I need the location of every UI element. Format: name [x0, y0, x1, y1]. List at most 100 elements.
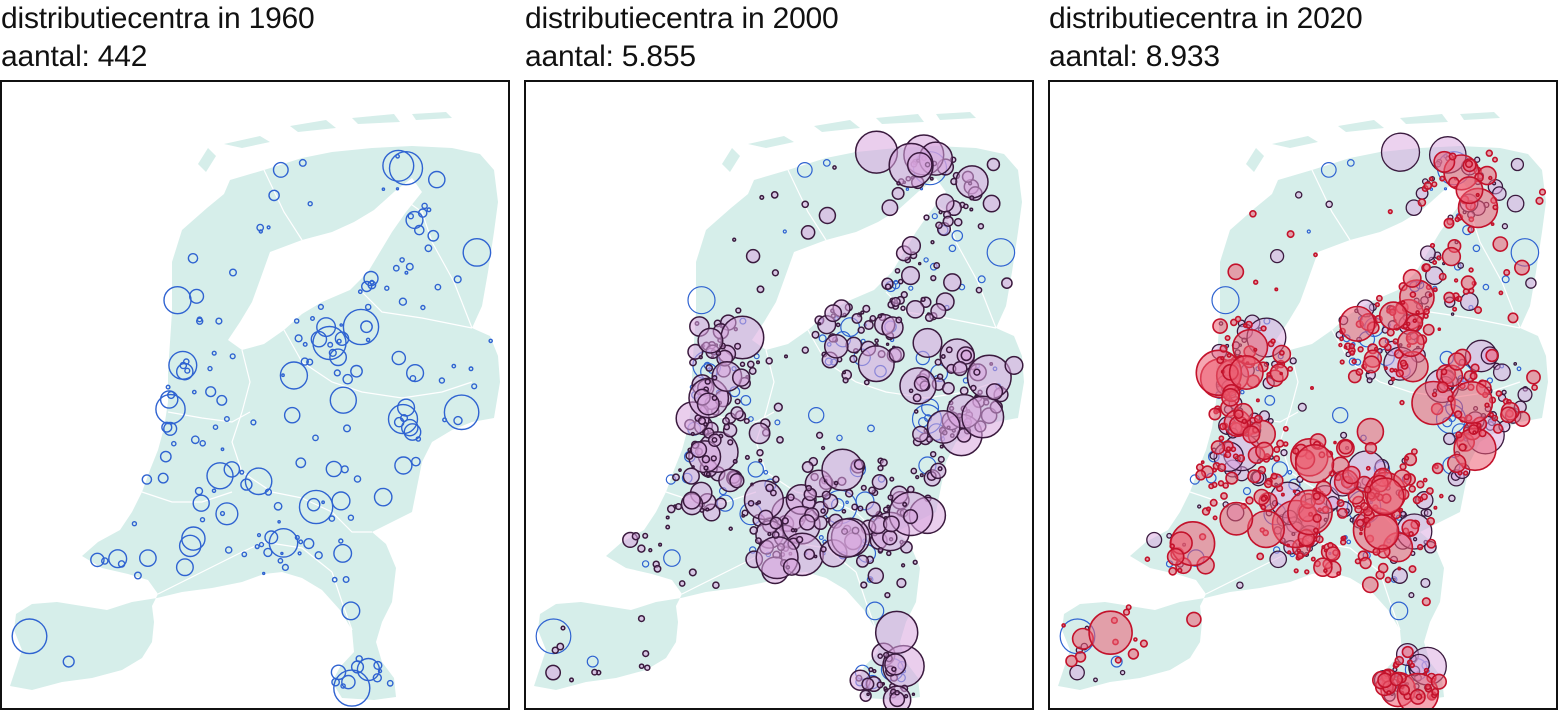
distribution-center-marker [787, 493, 795, 502]
distribution-center-marker [1412, 318, 1418, 323]
distribution-center-marker [1304, 569, 1310, 575]
distribution-center-marker [1491, 414, 1499, 422]
distribution-center-marker [755, 501, 759, 506]
distribution-center-marker [953, 217, 963, 227]
distribution-center-marker [728, 526, 733, 531]
distribution-center-marker [551, 646, 560, 654]
distribution-center-marker [735, 307, 742, 314]
distribution-center-marker [855, 491, 875, 511]
distribution-center-marker [937, 466, 943, 472]
distribution-center-marker [1359, 501, 1369, 511]
distribution-center-marker [1325, 200, 1333, 209]
distribution-center-marker [451, 363, 457, 369]
distribution-center-marker [328, 348, 337, 358]
distribution-center-marker [361, 280, 373, 293]
distribution-center-marker [219, 510, 226, 517]
distribution-center-marker [910, 467, 918, 475]
distribution-center-marker [942, 215, 954, 227]
distribution-center-marker [900, 266, 921, 286]
distribution-center-marker [342, 373, 354, 385]
distribution-center-marker [369, 279, 375, 285]
distribution-center-marker [820, 545, 827, 553]
province-border [263, 169, 303, 241]
distribution-center-marker [977, 222, 985, 230]
distribution-center-marker [1428, 176, 1434, 182]
distribution-center-marker [912, 327, 943, 358]
distribution-center-marker [911, 692, 916, 697]
distribution-center-marker [891, 186, 905, 200]
distribution-center-marker [1359, 556, 1372, 570]
distribution-center-marker [1217, 463, 1227, 473]
distribution-center-marker [1424, 683, 1432, 691]
distribution-center-marker [189, 288, 205, 304]
province-border [141, 491, 233, 503]
distribution-center-marker [391, 350, 407, 366]
distribution-center-marker [1400, 300, 1406, 305]
distribution-center-marker [711, 374, 718, 381]
distribution-center-marker [350, 660, 365, 674]
distribution-center-marker [1458, 443, 1467, 452]
distribution-center-marker [851, 312, 863, 324]
distribution-center-marker [743, 417, 750, 425]
distribution-center-marker [1320, 161, 1337, 178]
distribution-center-marker [333, 543, 353, 563]
distribution-center-marker [280, 551, 284, 556]
distribution-center-marker [1069, 664, 1085, 681]
distribution-center-marker [175, 558, 194, 577]
distribution-center-marker [881, 199, 899, 217]
distribution-center-marker [1315, 535, 1324, 544]
distribution-center-marker [264, 530, 279, 545]
distribution-center-marker [867, 424, 875, 433]
distribution-center-marker [1447, 395, 1455, 403]
distribution-center-marker [896, 577, 907, 589]
distribution-center-marker [1177, 567, 1183, 574]
distribution-center-marker [462, 237, 492, 267]
distribution-center-marker [1384, 576, 1392, 584]
distribution-center-marker [1208, 483, 1215, 490]
distribution-center-marker [1354, 558, 1361, 565]
distribution-center-marker [1236, 454, 1246, 463]
distribution-center-marker [1255, 441, 1274, 461]
distribution-center-marker [273, 501, 283, 511]
distribution-center-marker [1166, 532, 1173, 539]
distribution-center-marker [756, 448, 764, 457]
distribution-center-marker [1225, 446, 1232, 452]
distribution-center-marker [1433, 505, 1438, 510]
distribution-center-marker [1429, 187, 1434, 191]
distribution-center-marker [1488, 412, 1495, 418]
distribution-center-marker [1448, 494, 1456, 503]
distribution-center-marker [1260, 325, 1267, 332]
distribution-center-marker [836, 434, 843, 442]
distribution-center-marker [1253, 347, 1258, 352]
distribution-center-marker [1280, 449, 1288, 457]
distribution-center-marker [801, 346, 810, 354]
distribution-center-marker [1475, 192, 1480, 198]
distribution-center-marker [690, 441, 708, 459]
distribution-center-marker [945, 346, 953, 354]
province-border [157, 541, 333, 595]
distribution-center-marker [877, 653, 884, 659]
distribution-center-marker [338, 538, 344, 544]
distribution-center-marker [1218, 435, 1225, 442]
distribution-center-marker [281, 373, 285, 378]
distribution-center-marker [1114, 656, 1122, 664]
distribution-center-marker [849, 354, 858, 364]
distribution-center-marker [1205, 506, 1212, 512]
distribution-center-marker [1282, 441, 1289, 447]
distribution-center-marker [1412, 537, 1418, 542]
distribution-center-marker [1437, 327, 1442, 331]
distribution-center-marker [1443, 217, 1455, 229]
distribution-center-marker [790, 527, 796, 533]
distribution-center-marker [832, 165, 837, 170]
distribution-center-marker [372, 673, 382, 683]
distribution-center-marker [821, 490, 831, 500]
distribution-center-marker [1423, 672, 1428, 677]
distribution-center-marker [1247, 510, 1286, 549]
dc-layer [11, 149, 494, 707]
distribution-center-marker [912, 559, 918, 565]
distribution-center-marker [421, 202, 428, 210]
distribution-center-marker [678, 468, 682, 472]
island [198, 148, 216, 172]
distribution-center-marker [926, 409, 961, 444]
distribution-center-marker [923, 257, 929, 263]
